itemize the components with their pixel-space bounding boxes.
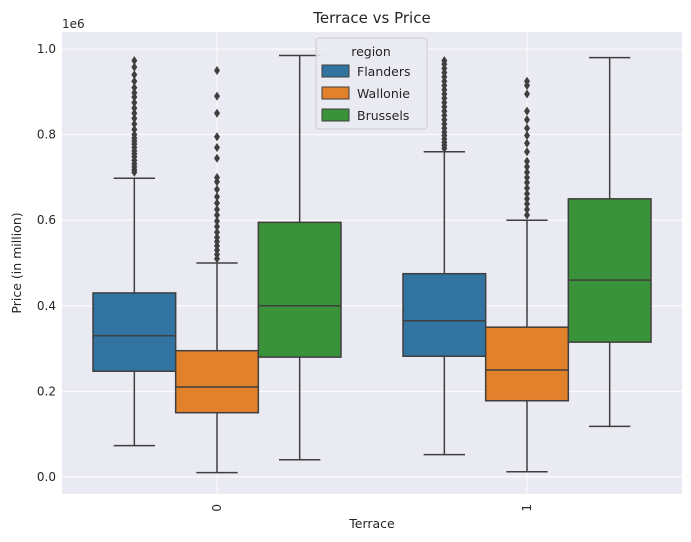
box-brussels-1 bbox=[567, 56, 652, 428]
outlier-point bbox=[524, 162, 530, 172]
outlier-point bbox=[131, 103, 138, 113]
outlier-point bbox=[524, 76, 530, 86]
outlier-point bbox=[131, 83, 138, 93]
x-axis-label: Terrace bbox=[348, 516, 395, 531]
outlier-point bbox=[131, 70, 138, 80]
outlier-point bbox=[524, 205, 530, 215]
outlier-point bbox=[524, 123, 530, 133]
outlier-point bbox=[524, 147, 530, 157]
outlier-point bbox=[131, 62, 138, 72]
outlier-point bbox=[214, 198, 220, 208]
box-wallonie-1 bbox=[484, 76, 570, 473]
outlier-point bbox=[524, 210, 530, 220]
legend-swatch-brussels bbox=[321, 108, 350, 122]
x-tick-label: 1 bbox=[520, 504, 534, 512]
iqr-box bbox=[484, 326, 570, 402]
outlier-point bbox=[214, 216, 220, 226]
iqr-box bbox=[257, 221, 342, 358]
y-tick-label: 0.2 bbox=[37, 384, 56, 398]
outlier-point bbox=[214, 91, 220, 101]
iqr-box bbox=[402, 272, 487, 358]
outlier-point bbox=[214, 205, 220, 215]
outlier-point bbox=[524, 183, 530, 193]
outlier-point bbox=[214, 192, 220, 202]
outlier-point bbox=[524, 172, 530, 182]
outlier-point bbox=[524, 138, 530, 148]
legend-label-wallonie: Wallonie bbox=[357, 86, 410, 101]
outlier-point bbox=[524, 189, 530, 199]
outlier-point bbox=[524, 131, 530, 141]
boxes bbox=[92, 54, 652, 474]
legend-swatch-flanders bbox=[321, 64, 350, 78]
legend: region Flanders Wallonie Brussels bbox=[315, 37, 428, 130]
outlier-point bbox=[131, 56, 138, 66]
outlier-point bbox=[214, 222, 220, 232]
legend-title: region bbox=[351, 44, 391, 59]
outlier-point bbox=[214, 210, 220, 220]
outlier-point bbox=[214, 108, 220, 118]
outlier-point bbox=[214, 143, 220, 152]
y-tick-label: 0.8 bbox=[37, 128, 56, 142]
outlier-point bbox=[131, 108, 138, 118]
y-tick-label: 0.0 bbox=[37, 470, 56, 484]
outlier-point bbox=[524, 89, 530, 99]
outlier-point bbox=[524, 178, 530, 188]
outlier-point bbox=[214, 172, 220, 182]
outlier-point bbox=[131, 125, 138, 135]
outlier-point bbox=[131, 130, 138, 140]
box-brussels-0 bbox=[257, 54, 342, 461]
x-tick-label: 0 bbox=[210, 504, 224, 512]
outlier-point bbox=[214, 227, 220, 237]
iqr-box bbox=[174, 349, 260, 414]
outlier-point bbox=[131, 113, 138, 123]
legend-label-brussels: Brussels bbox=[357, 108, 409, 123]
y-tick-label: 1.0 bbox=[37, 42, 56, 56]
outlier-point bbox=[524, 115, 530, 125]
chart-title: Terrace vs Price bbox=[312, 9, 430, 27]
box-wallonie-0 bbox=[174, 66, 260, 474]
outlier-point bbox=[214, 66, 220, 75]
iqr-box bbox=[567, 198, 652, 343]
outlier-point bbox=[524, 199, 530, 209]
outlier-point bbox=[131, 88, 138, 98]
outlier-point bbox=[131, 119, 138, 129]
iqr-box bbox=[92, 292, 177, 372]
outlier-point bbox=[441, 56, 448, 66]
y-tick-label: 0.6 bbox=[37, 213, 56, 227]
outlier-point bbox=[214, 153, 220, 163]
y-tick-label: 0.4 bbox=[37, 299, 56, 313]
outlier-point bbox=[524, 156, 530, 166]
outlier-point bbox=[524, 167, 530, 177]
box-flanders-0 bbox=[92, 56, 177, 447]
legend-swatch-wallonie bbox=[321, 86, 350, 100]
tick-labels: 0.0 0.2 0.4 0.6 0.8 1.0 0 1 bbox=[37, 42, 534, 512]
outlier-point bbox=[524, 106, 530, 116]
y-axis-label: Price (in million) bbox=[9, 212, 24, 313]
y-offset-label: 1e6 bbox=[62, 17, 85, 31]
legend-label-flanders: Flanders bbox=[357, 64, 411, 79]
outlier-point bbox=[131, 98, 138, 108]
outlier-point bbox=[524, 194, 530, 204]
outlier-point bbox=[214, 132, 220, 142]
box-flanders-1 bbox=[402, 56, 487, 456]
outlier-point bbox=[214, 232, 220, 242]
legend-frame bbox=[315, 37, 428, 130]
outlier-point bbox=[131, 76, 138, 86]
legend-items: Flanders Wallonie Brussels bbox=[321, 64, 411, 123]
outlier-point bbox=[214, 184, 220, 194]
